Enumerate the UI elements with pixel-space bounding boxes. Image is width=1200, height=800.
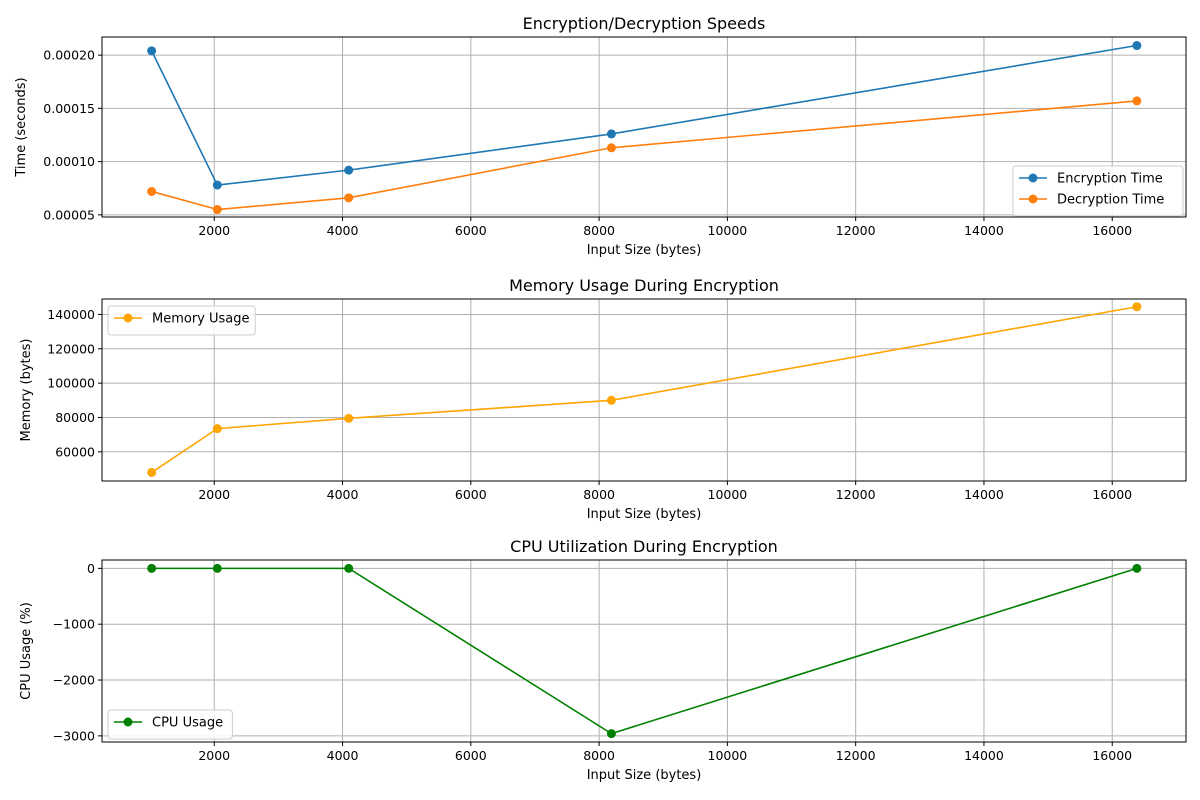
- x-tick-label: 14000: [964, 487, 1004, 502]
- data-point: [606, 395, 616, 405]
- x-tick-label: 10000: [708, 748, 748, 763]
- y-tick-label: −2000: [53, 673, 95, 688]
- subplot-2: 2000 4000 6000 8000 10000 12000 14000 16000 6000…: [19, 276, 1187, 522]
- series-line: [151, 305, 1138, 474]
- legend-marker: [1028, 173, 1038, 183]
- y-tick-label: 140000: [47, 307, 95, 322]
- legend: Encryption Time Decryption Time: [1012, 165, 1184, 217]
- y-tick-label: −3000: [53, 728, 95, 743]
- axes-frame: [101, 298, 1187, 482]
- data-point: [344, 193, 354, 203]
- y-tick-label: 80000: [55, 410, 95, 425]
- x-tick-label: 12000: [836, 487, 876, 502]
- x-tick-label: 6000: [455, 223, 487, 238]
- x-axis-label: Input Size (bytes): [587, 768, 702, 783]
- data-point: [606, 129, 616, 139]
- x-tick-label: 2000: [198, 748, 230, 763]
- legend-marker: [1028, 194, 1038, 204]
- data-point: [344, 563, 354, 573]
- data-point: [1132, 96, 1142, 106]
- x-tick-label: 6000: [455, 487, 487, 502]
- data-point: [1132, 563, 1142, 573]
- y-axis-label: CPU Usage (%): [19, 602, 34, 700]
- chart-title: Memory Usage During Encryption: [509, 276, 779, 295]
- x-tick-label: 6000: [455, 748, 487, 763]
- x-tick-label: 12000: [836, 223, 876, 238]
- y-tick-label: 60000: [55, 444, 95, 459]
- y-tick-label: 120000: [47, 341, 95, 356]
- x-tick-label: 4000: [327, 487, 359, 502]
- data-point: [344, 413, 354, 423]
- axes-frame: [101, 36, 1187, 218]
- data-point: [147, 563, 157, 573]
- x-tick-label: 8000: [583, 487, 615, 502]
- data-point: [147, 46, 157, 56]
- series-line: [151, 100, 1137, 211]
- series-line: [150, 44, 1138, 186]
- y-tick-label: 0.00005: [43, 207, 95, 222]
- x-tick-label: 16000: [1092, 748, 1132, 763]
- data-point: [212, 424, 222, 434]
- x-tick-label: 14000: [964, 748, 1004, 763]
- data-point: [212, 180, 222, 190]
- legend-marker: [123, 717, 133, 727]
- y-tick-label: 0.00010: [43, 154, 95, 169]
- subplot-3: 2000 4000 6000 8000 10000 12000 14000 16000 −300…: [19, 537, 1187, 783]
- x-tick-label: 4000: [327, 748, 359, 763]
- legend-label: CPU Usage: [152, 716, 223, 731]
- legend-marker: [123, 313, 133, 323]
- data-point: [1132, 302, 1142, 312]
- y-axis-label: Time (seconds): [14, 77, 29, 177]
- y-tick-label: 0: [87, 561, 95, 576]
- x-tick-label: 12000: [836, 748, 876, 763]
- legend-label: Decryption Time: [1057, 193, 1164, 208]
- x-tick-label: 14000: [964, 223, 1004, 238]
- y-axis-label: Memory (bytes): [19, 339, 34, 442]
- data-point: [147, 467, 157, 477]
- data-point: [1132, 41, 1142, 51]
- legend-box: [1012, 165, 1184, 217]
- axes-frame: [101, 559, 1187, 743]
- x-tick-label: 8000: [583, 748, 615, 763]
- data-point: [344, 165, 354, 175]
- series-line: [151, 567, 1138, 735]
- x-axis-label: Input Size (bytes): [587, 243, 702, 258]
- data-point: [606, 729, 616, 739]
- x-tick-label: 10000: [708, 487, 748, 502]
- y-tick-label: −1000: [53, 617, 95, 632]
- legend-box: [107, 709, 233, 740]
- subplot-1: 2000 4000 6000 8000 10000 12000 14000 16000 0.00…: [14, 14, 1187, 258]
- x-tick-label: 2000: [198, 223, 230, 238]
- chart-title: Encryption/Decryption Speeds: [523, 14, 766, 33]
- y-tick-label: 0.00015: [43, 101, 95, 116]
- x-tick-label: 16000: [1092, 223, 1132, 238]
- legend-box: [107, 305, 256, 336]
- data-point: [212, 205, 222, 215]
- chart-title: CPU Utilization During Encryption: [510, 537, 778, 556]
- x-tick-label: 10000: [708, 223, 748, 238]
- y-tick-label: 0.00020: [43, 48, 95, 63]
- legend: CPU Usage: [107, 709, 233, 740]
- x-axis-label: Input Size (bytes): [587, 507, 702, 522]
- x-tick-label: 2000: [198, 487, 230, 502]
- y-tick-label: 100000: [47, 376, 95, 391]
- x-tick-label: 16000: [1092, 487, 1132, 502]
- data-point: [606, 143, 616, 153]
- data-point: [147, 186, 157, 196]
- legend-label: Memory Usage: [152, 312, 250, 327]
- data-point: [212, 563, 222, 573]
- x-tick-label: 8000: [583, 223, 615, 238]
- legend-label: Encryption Time: [1057, 172, 1163, 187]
- x-tick-label: 4000: [327, 223, 359, 238]
- legend: Memory Usage: [107, 305, 256, 336]
